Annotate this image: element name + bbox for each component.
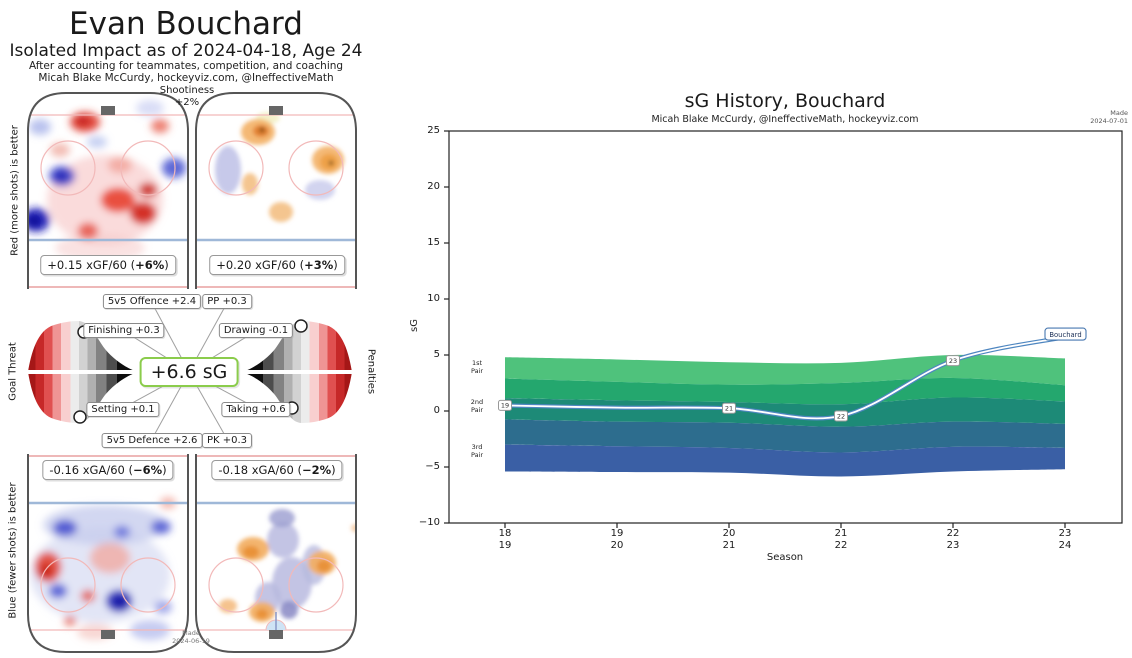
made-date-left: Made 2024-06-19 xyxy=(172,629,210,645)
setting-marker xyxy=(73,410,87,424)
season-marker-21 xyxy=(722,402,736,414)
xtick-2021: 20 21 xyxy=(722,528,736,551)
ytick-0: 0 xyxy=(433,405,440,416)
report-note: After accounting for teammates, competit… xyxy=(28,60,344,72)
y-axis-label: sG xyxy=(408,319,420,332)
chart-ticks xyxy=(444,130,1066,528)
pair-label-2nd: 2nd Pair xyxy=(470,398,484,414)
season-marker-label: 23 xyxy=(949,357,957,365)
net-icon xyxy=(101,106,115,115)
pair-label-3rd: 3rd Pair xyxy=(470,443,484,459)
made-date-right: Made 2024-07-01 xyxy=(1090,109,1128,125)
season-marker-label: 19 xyxy=(501,402,509,410)
drawing-box: Drawing -0.1 xyxy=(218,323,294,338)
page-title: Evan Bouchard xyxy=(69,6,303,42)
ytick-neg10: −10 xyxy=(418,517,440,528)
penalties-violin xyxy=(246,321,352,423)
xga60-ev-box: -0.16 xGA/60 (−6%) xyxy=(42,460,174,480)
shootiness-label: Shootiness +2% xyxy=(159,85,215,108)
rink-defence-pk xyxy=(195,454,357,653)
ytick-15: 15 xyxy=(427,237,440,248)
rink-defence-5v5 xyxy=(27,454,189,653)
tier-band-1 xyxy=(505,354,1065,386)
chart-spines xyxy=(448,130,1123,524)
ytick-25: 25 xyxy=(427,125,440,136)
xtick-1920: 19 20 xyxy=(610,528,624,551)
chart-subtitle: Micah Blake McCurdy, @IneffectiveMath, h… xyxy=(651,114,919,125)
xtick-2324: 23 24 xyxy=(1058,528,1072,551)
taking-box: Taking +0.6 xyxy=(221,402,291,417)
chart-title: sG History, Bouchard xyxy=(684,90,886,112)
goal-threat-label: Goal Threat xyxy=(7,342,19,401)
setting-box: Setting +0.1 xyxy=(86,402,160,417)
rink-offence-5v5 xyxy=(27,92,189,289)
tier-band-3 xyxy=(505,397,1065,427)
defence-axis-label: Blue (fewer shots) is better xyxy=(7,482,19,619)
pair-label-1st: 1st Pair xyxy=(470,359,484,375)
xtick-2122: 21 22 xyxy=(834,528,848,551)
season-marker-label: 21 xyxy=(725,405,733,413)
finishing-box: Finishing +0.3 xyxy=(83,323,165,338)
player-line-label-box xyxy=(1044,327,1087,341)
pk-box: PK +0.3 xyxy=(201,433,253,448)
total-sg-box: +6.6 sG xyxy=(139,357,239,387)
xtick-2223: 22 23 xyxy=(946,528,960,551)
report-subtitle: Isolated Impact as of 2024-04-18, Age 24 xyxy=(9,41,363,61)
season-marker-19 xyxy=(498,399,512,411)
report-credit: Micah Blake McCurdy, hockeyviz.com, @Ine… xyxy=(38,72,334,84)
ytick-10: 10 xyxy=(427,293,440,304)
sg-line xyxy=(504,336,1066,420)
xtick-1819: 18 19 xyxy=(498,528,512,551)
ytick-20: 20 xyxy=(427,181,440,192)
season-marker-23 xyxy=(946,355,960,367)
ytick-neg5: −5 xyxy=(425,461,440,472)
pp-box: PP +0.3 xyxy=(202,294,252,309)
ytick-5: 5 xyxy=(433,349,440,360)
season-marker-22 xyxy=(834,410,848,422)
x-axis-label: Season xyxy=(766,552,804,563)
defence-5v5-box: 5v5 Defence +2.6 xyxy=(101,433,203,448)
net-icon xyxy=(101,630,115,639)
xgf60-pp-box: +0.20 xGF/60 (+3%) xyxy=(209,255,345,275)
goal-threat-violin xyxy=(28,321,134,423)
xgf60-ev-box: +0.15 xGF/60 (+6%) xyxy=(40,255,176,275)
rink-offence-pp xyxy=(195,92,357,289)
season-marker-label: 22 xyxy=(837,412,845,420)
penalties-label: Penalties xyxy=(365,348,377,395)
net-icon xyxy=(269,106,283,115)
tier-band-5 xyxy=(505,444,1065,477)
xga60-pk-box: -0.18 xGA/60 (−2%) xyxy=(211,460,343,480)
net-icon xyxy=(269,630,283,639)
offence-axis-label: Red (more shots) is better xyxy=(9,125,21,256)
offence-5v5-box: 5v5 Offence +2.4 xyxy=(102,294,202,309)
drawing-marker xyxy=(294,319,308,333)
tier-band-2 xyxy=(505,377,1065,405)
tier-band-4 xyxy=(505,419,1065,453)
player-line-label: Bouchard xyxy=(1049,331,1081,339)
